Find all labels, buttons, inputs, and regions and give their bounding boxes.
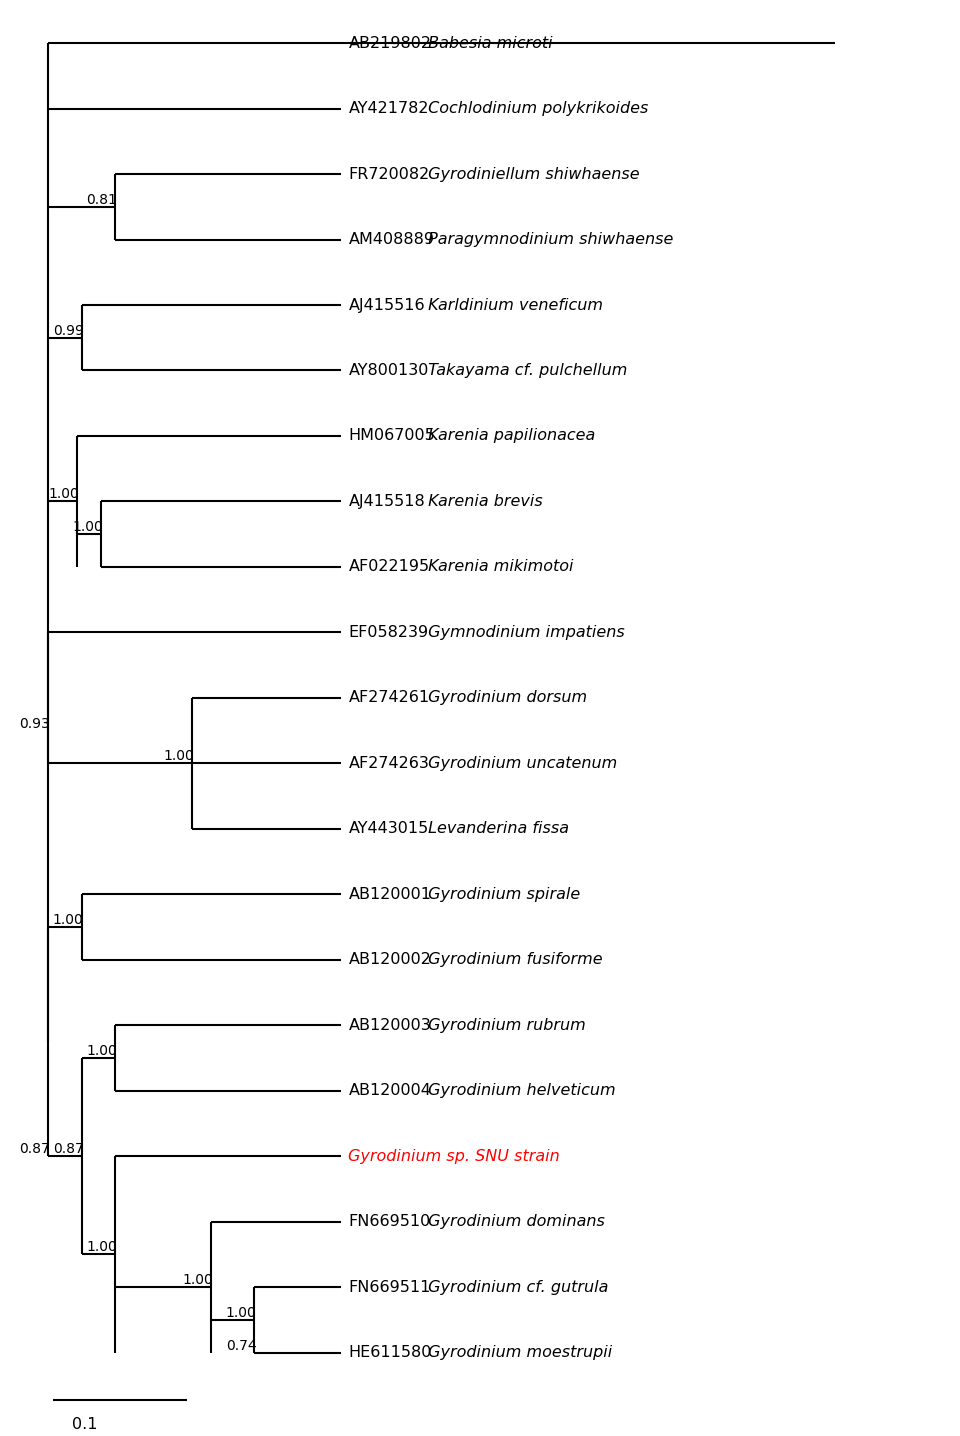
Text: 0.99: 0.99 — [53, 323, 84, 337]
Text: Gyrodinium dorsum: Gyrodinium dorsum — [423, 691, 588, 705]
Text: 0.74: 0.74 — [226, 1338, 256, 1353]
Text: 1.00: 1.00 — [48, 487, 79, 501]
Text: Babesia microti: Babesia microti — [423, 36, 553, 50]
Text: AB120003: AB120003 — [348, 1018, 431, 1032]
Text: Levanderina fissa: Levanderina fissa — [423, 821, 569, 836]
Text: Gyrodinium cf. gutrula: Gyrodinium cf. gutrula — [423, 1279, 609, 1295]
Text: FR720082: FR720082 — [348, 167, 430, 181]
Text: Gyrodiniellum shiwhaense: Gyrodiniellum shiwhaense — [423, 167, 640, 181]
Text: AY421782: AY421782 — [348, 101, 429, 116]
Text: AB120002: AB120002 — [348, 952, 431, 968]
Text: 1.00: 1.00 — [163, 750, 194, 764]
Text: 1.00: 1.00 — [86, 1044, 117, 1058]
Text: Karldinium veneficum: Karldinium veneficum — [423, 297, 604, 313]
Text: Paragymnodinium shiwhaense: Paragymnodinium shiwhaense — [423, 233, 674, 247]
Text: Gyrodinium helveticum: Gyrodinium helveticum — [423, 1083, 616, 1099]
Text: 1.00: 1.00 — [72, 520, 103, 534]
Text: Karenia mikimotoi: Karenia mikimotoi — [423, 560, 574, 574]
Text: FN669511: FN669511 — [348, 1279, 431, 1295]
Text: Karenia brevis: Karenia brevis — [423, 494, 543, 508]
Text: AB120001: AB120001 — [348, 887, 431, 902]
Text: Gyrodinium uncatenum: Gyrodinium uncatenum — [423, 755, 617, 771]
Text: 0.87: 0.87 — [53, 1142, 84, 1156]
Text: Gyrodinium dominans: Gyrodinium dominans — [423, 1215, 605, 1229]
Text: AB120004: AB120004 — [348, 1083, 431, 1099]
Text: 0.1: 0.1 — [72, 1417, 98, 1432]
Text: AY800130: AY800130 — [348, 363, 429, 378]
Text: HE611580: HE611580 — [348, 1346, 432, 1360]
Text: HM067005: HM067005 — [348, 428, 435, 444]
Text: 0.93: 0.93 — [19, 717, 50, 731]
Text: 0.81: 0.81 — [86, 192, 117, 207]
Text: 1.00: 1.00 — [226, 1305, 256, 1320]
Text: AB219802: AB219802 — [348, 36, 431, 50]
Text: Gyrodinium sp. SNU strain: Gyrodinium sp. SNU strain — [348, 1149, 561, 1163]
Text: FN669510: FN669510 — [348, 1215, 431, 1229]
Text: Takayama cf. pulchellum: Takayama cf. pulchellum — [423, 363, 628, 378]
Text: AM408889: AM408889 — [348, 233, 435, 247]
Text: 1.00: 1.00 — [53, 913, 84, 928]
Text: Gyrodinium spirale: Gyrodinium spirale — [423, 887, 581, 902]
Text: 0.87: 0.87 — [19, 1142, 50, 1156]
Text: Gyrodinium rubrum: Gyrodinium rubrum — [423, 1018, 587, 1032]
Text: AF274263: AF274263 — [348, 755, 429, 771]
Text: Cochlodinium polykrikoides: Cochlodinium polykrikoides — [423, 101, 649, 116]
Text: AF274261: AF274261 — [348, 691, 430, 705]
Text: Karenia papilionacea: Karenia papilionacea — [423, 428, 595, 444]
Text: AY443015: AY443015 — [348, 821, 429, 836]
Text: EF058239: EF058239 — [348, 625, 428, 640]
Text: AJ415518: AJ415518 — [348, 494, 425, 508]
Text: 1.00: 1.00 — [182, 1274, 213, 1287]
Text: Gyrodinium fusiforme: Gyrodinium fusiforme — [423, 952, 603, 968]
Text: 1.00: 1.00 — [86, 1241, 117, 1255]
Text: AF022195: AF022195 — [348, 560, 430, 574]
Text: AJ415516: AJ415516 — [348, 297, 425, 313]
Text: Gyrodinium moestrupii: Gyrodinium moestrupii — [423, 1346, 612, 1360]
Text: Gymnodinium impatiens: Gymnodinium impatiens — [423, 625, 625, 640]
